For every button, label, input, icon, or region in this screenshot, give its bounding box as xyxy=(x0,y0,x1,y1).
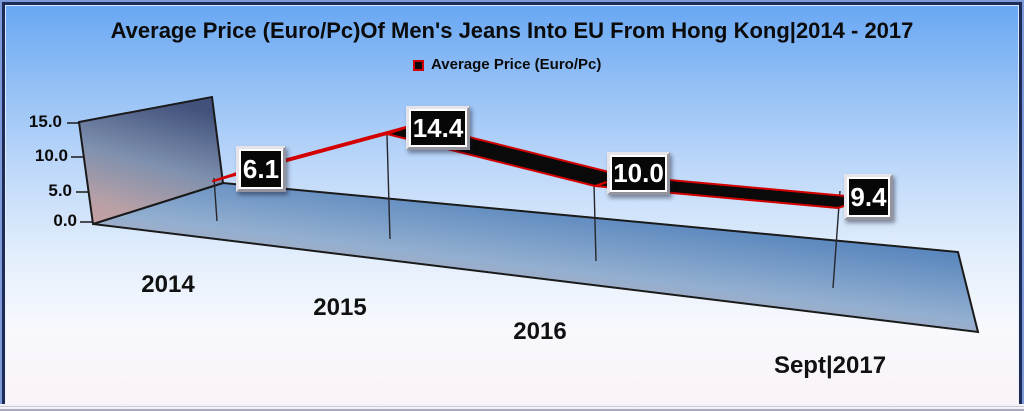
chart-title: Average Price (Euro/Pc)Of Men's Jeans In… xyxy=(110,18,914,43)
window-frame-bottom-edge xyxy=(0,404,1024,411)
y-axis-label-5: 5.0 xyxy=(48,181,72,200)
x-axis-label-sept-2017: Sept|2017 xyxy=(773,352,887,379)
legend-series-label: Average Price (Euro/Pc) xyxy=(431,56,602,73)
drop-line-2014 xyxy=(213,177,218,222)
y-axis-label-0: 0.0 xyxy=(53,211,77,230)
x-axis-label-2016: 2016 xyxy=(513,318,567,345)
y-axis-label-10: 10.0 xyxy=(34,146,68,165)
drop-line-2016 xyxy=(593,183,597,262)
data-label-2016: 10.0 xyxy=(607,152,670,195)
x-axis-label-2014: 2014 xyxy=(141,271,195,298)
value-axis-wall xyxy=(77,95,225,226)
data-label-2017: 9.4 xyxy=(844,174,893,220)
x-axis-label-2015: 2015 xyxy=(313,294,367,321)
data-label-2015: 14.4 xyxy=(406,106,470,150)
drop-line-2015 xyxy=(386,134,391,240)
legend: Average Price (Euro/Pc) xyxy=(413,56,601,73)
data-label-2014: 6.1 xyxy=(236,146,286,192)
legend-series-marker-icon xyxy=(413,60,424,71)
y-axis-label-15: 15.0 xyxy=(28,112,62,131)
